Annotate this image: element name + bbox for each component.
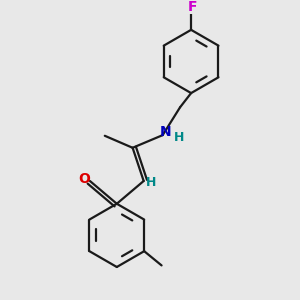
Text: F: F bbox=[188, 0, 197, 14]
Text: N: N bbox=[160, 125, 172, 139]
Text: O: O bbox=[78, 172, 90, 186]
Text: H: H bbox=[174, 131, 184, 144]
Text: H: H bbox=[146, 176, 156, 189]
